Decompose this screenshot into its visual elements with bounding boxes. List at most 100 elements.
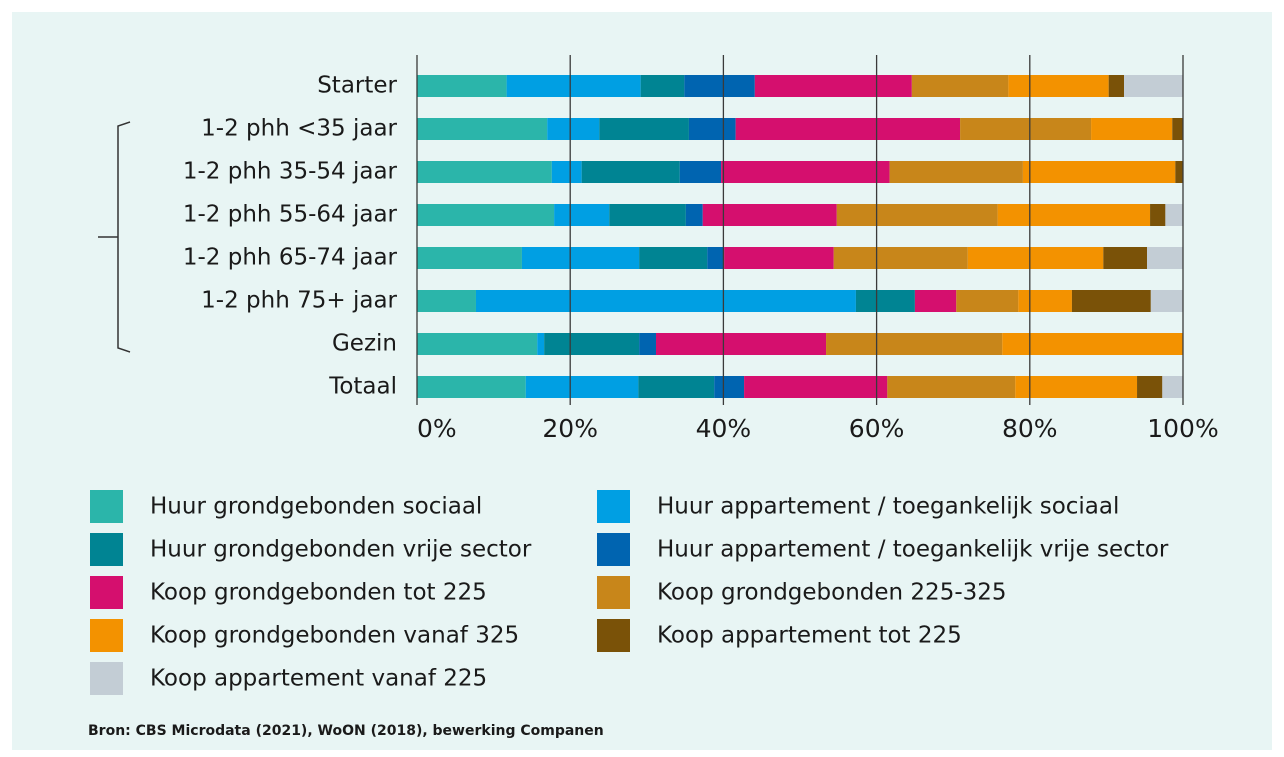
bracket [98,121,131,353]
bar-segment [997,204,1151,226]
y-tick-label: Gezin [332,331,397,357]
bar-segment [1018,290,1072,312]
bar-segment [721,161,890,183]
legend-label: Koop grondgebonden tot 225 [150,580,487,606]
bar-segment [525,376,639,398]
bar-segment [707,247,725,269]
bar-segment [836,204,998,226]
legend-swatch [90,619,123,652]
x-tick-label: 80% [1002,414,1058,443]
y-tick-label: 1-2 phh <35 jaar [201,116,397,142]
bar-segment [826,333,1003,355]
bar-segment [1124,75,1183,97]
legend-swatch [597,490,630,523]
bar-segment [417,247,522,269]
bar-segment [609,204,686,226]
legend-swatch [597,533,630,566]
bar-segment [754,75,912,97]
bar-segment [702,204,837,226]
y-tick-label: 1-2 phh 75+ jaar [201,288,397,314]
bar-segment [887,376,1016,398]
bar-segment [1008,75,1109,97]
bar-segment [1172,118,1183,140]
bar-segment [1015,376,1138,398]
legend-label: Koop grondgebonden 225-325 [657,580,1007,606]
bar-segment [967,247,1104,269]
bar-segment [1108,75,1125,97]
bar-segment [1091,118,1173,140]
bar-segment [521,247,640,269]
bar-segment [581,161,680,183]
bar-segment [639,333,656,355]
legend-label: Koop appartement tot 225 [657,623,962,649]
bar-segment [640,75,685,97]
bar-segment [1022,161,1176,183]
legend-label: Koop grondgebonden vanaf 325 [150,623,519,649]
bar-segment [744,376,888,398]
x-tick-label: 0% [417,414,457,443]
legend-swatch [597,576,630,609]
bar-segment [911,75,1009,97]
bar-segment [685,204,703,226]
bar-segment [655,333,827,355]
legend-swatch [90,490,123,523]
legend-swatch [90,576,123,609]
bar-segment [638,376,715,398]
bar-segment [833,247,968,269]
bar-segment [735,118,961,140]
bar-segment [547,118,600,140]
y-tick-label: Starter [317,73,397,99]
legend-label: Huur grondgebonden vrije sector [150,537,532,563]
y-tick-label: Totaal [328,374,397,400]
source-note: Bron: CBS Microdata (2021), WoON (2018),… [88,723,604,739]
bar-segment [417,118,548,140]
bar-segment [1071,290,1151,312]
bar-segment [679,161,722,183]
bar-segment [537,333,545,355]
bar-segment [544,333,640,355]
bar-segment [714,376,745,398]
bar-segment [417,290,476,312]
bar-segment [1162,376,1183,398]
legend-label: Huur appartement / toegankelijk sociaal [657,494,1119,520]
bar-segment [889,161,1023,183]
x-tick-label: 20% [542,414,598,443]
bar-segment [417,161,552,183]
bar-segment [960,118,1092,140]
bar-segment [855,290,915,312]
x-tick-label: 60% [849,414,905,443]
y-tick-label: 1-2 phh 35-54 jaar [183,159,398,185]
bar-segment [1165,204,1183,226]
bar-segment [599,118,689,140]
bar-segment [551,161,582,183]
bar-segment [1002,333,1183,355]
bar-segment [639,247,708,269]
y-tick-label: 1-2 phh 55-64 jaar [183,202,398,228]
bar-segment [417,204,555,226]
bar-segment [554,204,610,226]
legend-swatch [90,662,123,695]
legend-label: Koop appartement vanaf 225 [150,666,487,692]
bar-segment [956,290,1019,312]
bar-segment [417,333,538,355]
bar-segment [1103,247,1147,269]
bar-segment [1137,376,1163,398]
legend-label: Huur grondgebonden sociaal [150,494,482,520]
bar-segment [684,75,755,97]
bar-segment [1150,204,1166,226]
legend-swatch [597,619,630,652]
bar-segment [1175,161,1183,183]
bar-segment [1146,247,1183,269]
bar-segment [475,290,856,312]
bar-segment [724,247,834,269]
x-tick-label: 100% [1147,414,1218,443]
legend-swatch [90,533,123,566]
bar-segment [914,290,957,312]
bar-segment [417,75,507,97]
bar-segment [1150,290,1183,312]
x-tick-label: 40% [696,414,752,443]
bar-segment [417,376,526,398]
y-tick-label: 1-2 phh 65-74 jaar [183,245,398,271]
legend-label: Huur appartement / toegankelijk vrije se… [657,537,1169,563]
